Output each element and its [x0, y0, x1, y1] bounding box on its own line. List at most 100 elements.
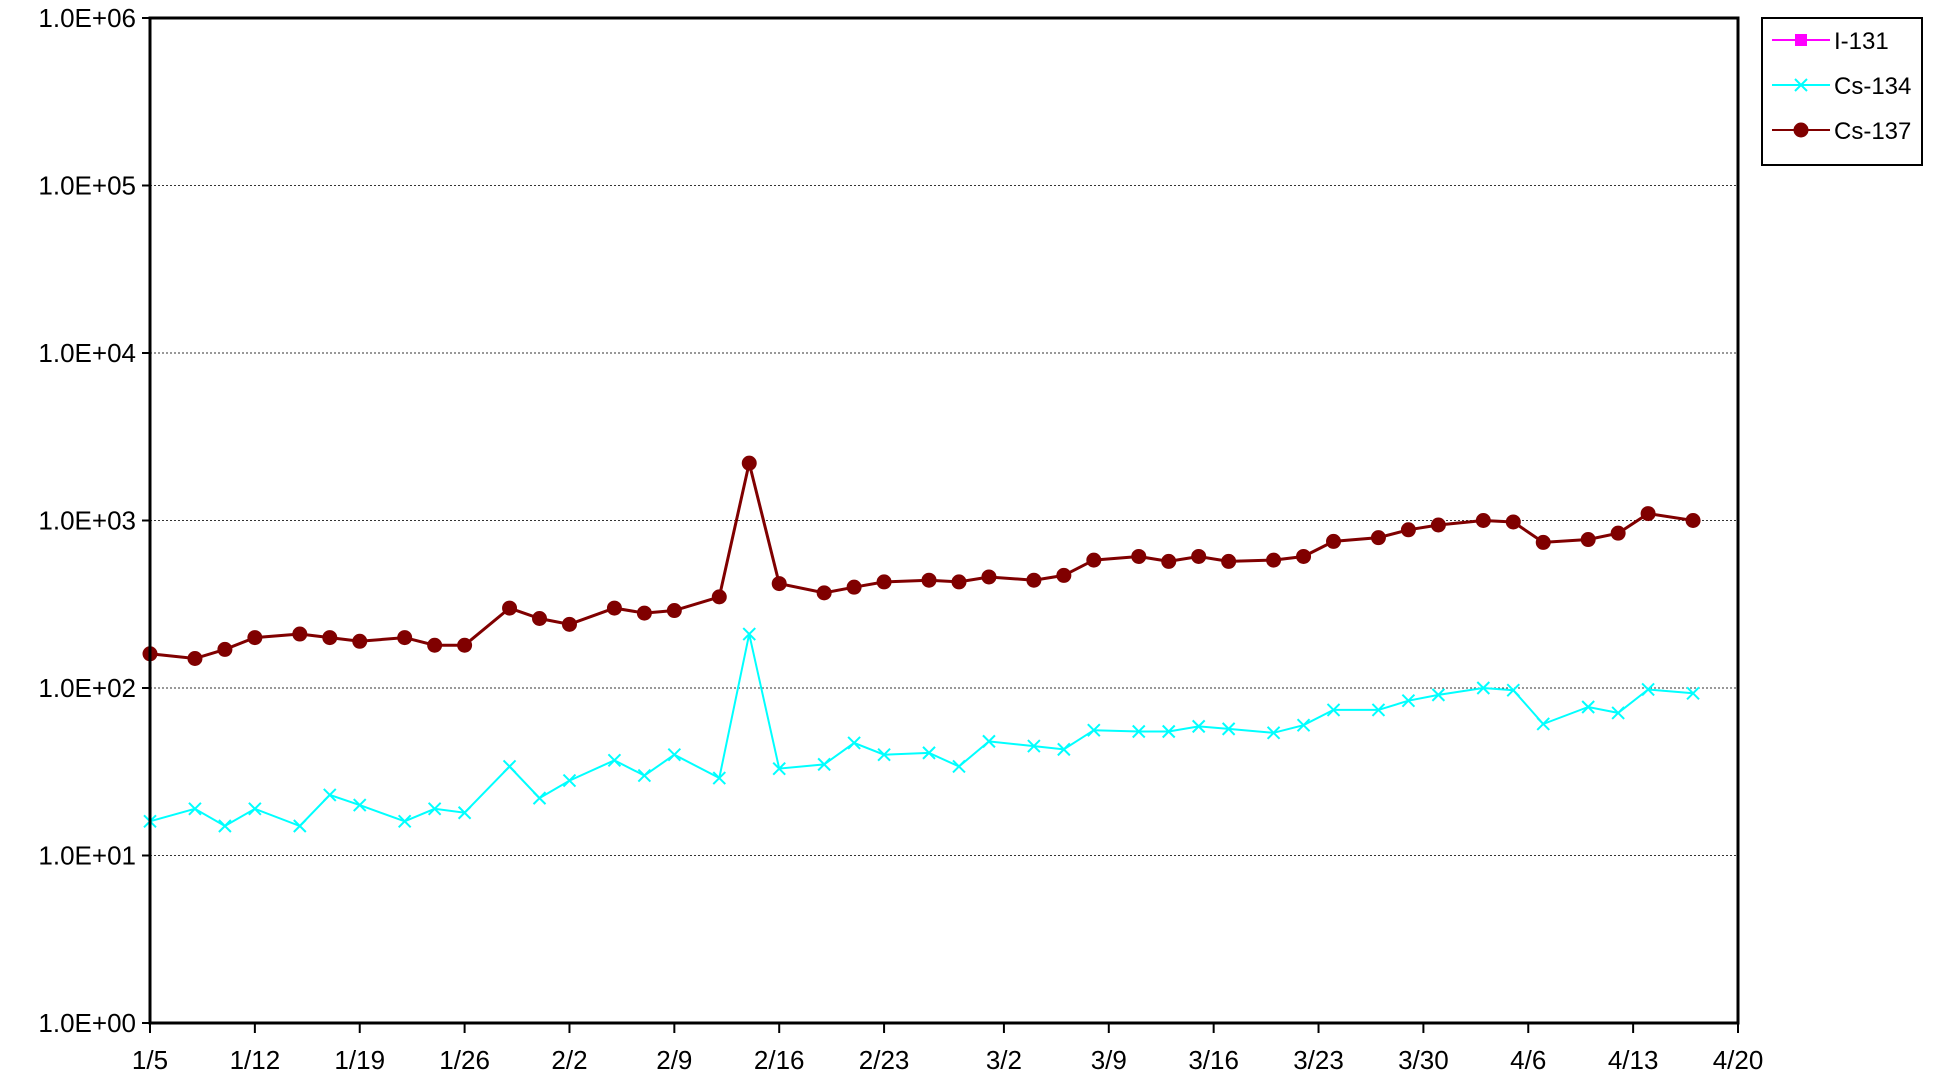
- data-point-Cs-134-20: [847, 736, 861, 750]
- x-tick-label-12: 3/30: [1398, 1045, 1449, 1075]
- data-point-Cs-134-6: [353, 798, 367, 812]
- data-point-Cs-137-31: [1221, 553, 1237, 569]
- legend-marker-I-131: [1795, 34, 1807, 46]
- data-point-Cs-137-30: [1191, 548, 1207, 564]
- data-point-Cs-137-33: [1296, 548, 1312, 564]
- y-tick-label-5: 1.0E+05: [38, 171, 136, 201]
- x-tick-label-5: 2/9: [656, 1045, 692, 1075]
- axes: 1.0E+00 1.0E+01 1.0E+02 1.0E+03 1.0E+04 1.0E+…: [38, 3, 1763, 1075]
- data-point-Cs-134-1: [188, 802, 202, 816]
- data-point-Cs-134-40: [1536, 717, 1550, 731]
- legend-label-Cs-137: Cs-137: [1834, 118, 1911, 145]
- data-point-Cs-134-7: [397, 814, 412, 829]
- data-point-Cs-134-3: [248, 802, 262, 816]
- data-point-Cs-134-44: [1686, 686, 1700, 700]
- data-point-Cs-137-2: [217, 641, 233, 657]
- data-point-Cs-134-29: [1162, 724, 1176, 739]
- data-point-Cs-137-36: [1400, 522, 1416, 538]
- data-point-Cs-137-3: [247, 630, 263, 646]
- data-point-Cs-137-40: [1535, 534, 1551, 550]
- data-point-Cs-134-35: [1371, 703, 1386, 717]
- data-point-Cs-134-34: [1326, 703, 1341, 717]
- data-point-Cs-134-39: [1506, 683, 1520, 697]
- data-point-Cs-137-1: [187, 651, 203, 667]
- data-point-Cs-134-31: [1221, 722, 1236, 736]
- data-point-Cs-134-17: [742, 627, 756, 641]
- data-point-Cs-134-12: [562, 773, 577, 788]
- data-point-Cs-134-21: [877, 747, 891, 762]
- data-point-Cs-137-12: [561, 616, 577, 632]
- data-point-Cs-137-15: [666, 603, 682, 619]
- x-tick-label-4: 2/2: [551, 1045, 587, 1075]
- data-point-Cs-137-34: [1326, 533, 1342, 549]
- data-point-Cs-137-41: [1580, 532, 1596, 548]
- data-point-Cs-137-32: [1266, 552, 1282, 568]
- data-point-Cs-137-18: [771, 576, 787, 592]
- data-point-Cs-134-13: [607, 753, 622, 768]
- data-point-Cs-137-20: [846, 579, 862, 595]
- data-point-Cs-137-22: [921, 572, 937, 588]
- data-point-Cs-134-28: [1132, 724, 1146, 739]
- legend[interactable]: I-131 Cs-134 Cs-137: [1761, 17, 1923, 166]
- data-point-Cs-137-24: [981, 569, 997, 585]
- x-tick-label-7: 2/23: [859, 1045, 910, 1075]
- data-point-Cs-134-32: [1266, 726, 1281, 740]
- data-point-Cs-134-38: [1476, 681, 1491, 695]
- data-point-Cs-134-22: [922, 746, 936, 760]
- y-tick-label-0: 1.0E+00: [38, 1008, 136, 1038]
- data-point-Cs-137-38: [1475, 513, 1491, 528]
- gridlines: [150, 185, 1738, 856]
- series-Cs-134: [143, 627, 1700, 833]
- data-point-Cs-137-43: [1640, 506, 1656, 522]
- data-point-Cs-137-37: [1430, 517, 1446, 533]
- legend-item-Cs-137: Cs-137: [1772, 118, 1911, 145]
- data-point-Cs-134-27: [1087, 723, 1101, 737]
- data-point-Cs-137-44: [1685, 513, 1701, 528]
- data-point-Cs-137-4: [292, 626, 308, 642]
- data-point-Cs-137-5: [322, 630, 338, 646]
- y-tick-label-6: 1.0E+06: [38, 3, 136, 33]
- legend-item-Cs-134: Cs-134: [1772, 73, 1911, 100]
- x-tick-label-1: 1/12: [230, 1045, 281, 1075]
- data-point-Cs-134-26: [1057, 742, 1071, 757]
- data-point-Cs-137-14: [636, 605, 652, 621]
- data-point-Cs-137-42: [1610, 525, 1626, 541]
- data-point-Cs-134-30: [1191, 719, 1206, 734]
- data-point-Cs-137-7: [397, 630, 413, 646]
- data-point-Cs-137-28: [1131, 548, 1147, 564]
- data-point-Cs-137-29: [1161, 553, 1177, 569]
- data-point-Cs-137-10: [502, 600, 518, 616]
- x-tick-label-15: 4/20: [1713, 1045, 1764, 1075]
- data-point-Cs-134-42: [1611, 706, 1625, 720]
- data-point-Cs-134-4: [293, 819, 307, 833]
- series-layer: [142, 455, 1701, 833]
- data-point-Cs-137-26: [1056, 567, 1072, 583]
- x-tick-label-0: 1/5: [132, 1045, 168, 1075]
- legend-box: [1761, 17, 1923, 166]
- data-point-Cs-134-41: [1581, 700, 1595, 714]
- data-point-Cs-134-23: [952, 759, 966, 774]
- data-point-Cs-137-16: [711, 589, 727, 605]
- legend-marker-Cs-134: [1794, 78, 1808, 92]
- data-point-Cs-137-27: [1086, 552, 1102, 568]
- data-point-Cs-137-39: [1505, 514, 1521, 530]
- data-point-Cs-134-18: [772, 761, 786, 776]
- data-point-Cs-134-15: [667, 747, 682, 762]
- data-point-Cs-137-19: [816, 585, 832, 601]
- y-tick-label-4: 1.0E+04: [38, 338, 136, 368]
- data-point-Cs-137-9: [457, 637, 473, 653]
- data-point-Cs-137-35: [1370, 530, 1386, 546]
- data-point-Cs-134-8: [427, 802, 442, 816]
- data-point-Cs-134-10: [502, 759, 517, 774]
- data-point-Cs-134-5: [323, 788, 337, 802]
- x-tick-label-11: 3/23: [1293, 1045, 1344, 1075]
- data-point-Cs-134-16: [712, 771, 726, 785]
- x-tick-label-10: 3/16: [1188, 1045, 1239, 1075]
- x-tick-label-9: 3/9: [1091, 1045, 1127, 1075]
- data-point-Cs-134-33: [1296, 718, 1311, 732]
- data-point-Cs-137-23: [951, 574, 967, 590]
- data-point-Cs-134-2: [218, 819, 232, 833]
